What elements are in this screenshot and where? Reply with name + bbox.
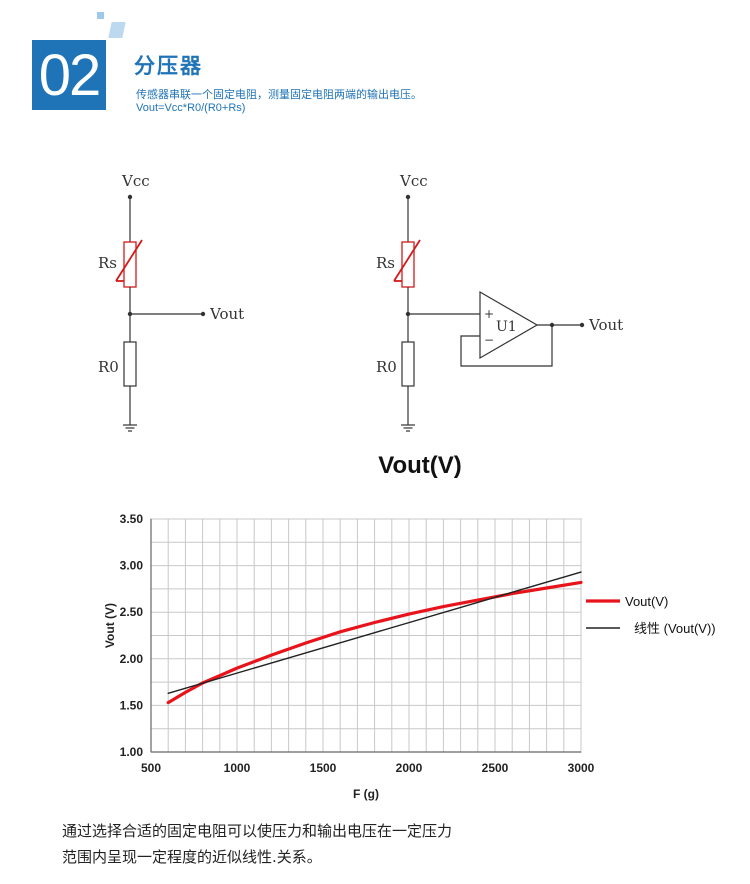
- y-tick-label: 3.50: [120, 512, 144, 526]
- description-paragraph: 通过选择合适的固定电阻可以使压力和输出电压在一定压力 范围内呈现一定程度的近似线…: [62, 818, 702, 870]
- section-title: 分压器: [134, 54, 203, 78]
- formula-text: Vout=Vcc*R0/(R0+Rs): [136, 102, 246, 114]
- op-amp-minus-label: −: [484, 333, 494, 347]
- legend-label: Vout(V): [625, 594, 668, 609]
- section-number-badge: 02: [32, 40, 106, 110]
- rs-variable-slash: [115, 239, 143, 282]
- voltage-divider-circuit: Vcc Rs Vout R0: [98, 172, 244, 432]
- y-axis-label: Vout (V): [103, 603, 117, 648]
- rs-label: Rs: [376, 254, 395, 272]
- ground-symbol: [401, 424, 415, 432]
- op-amp-symbol: [479, 290, 539, 360]
- vcc-label: Vcc: [121, 172, 150, 190]
- x-tick-label: 1000: [224, 761, 251, 775]
- x-tick-label: 500: [141, 761, 161, 775]
- vout-node: [579, 322, 585, 328]
- y-tick-label: 3.00: [120, 559, 144, 573]
- legend-label: 线性 (Vout(V)): [634, 621, 716, 636]
- r0-resistor: [401, 341, 415, 387]
- feedback-wire: [460, 325, 553, 367]
- op-amp-plus-label: +: [484, 307, 494, 321]
- op-amp-buffer-circuit: Vcc Rs + − U1 Vout R0: [376, 172, 623, 432]
- x-axis-label: F (g): [353, 787, 379, 801]
- rs-variable-slash: [393, 239, 421, 282]
- y-tick-label: 1.50: [120, 698, 144, 712]
- y-axis-ticks: 1.00 1.50 2.00 2.50 3.00 3.50: [120, 512, 144, 759]
- r0-label: R0: [376, 358, 397, 376]
- description-line: 通过选择合适的固定电阻可以使压力和输出电压在一定压力: [62, 822, 453, 840]
- y-tick-label: 2.50: [120, 605, 144, 619]
- header-decoration: [108, 22, 126, 38]
- x-tick-label: 2000: [396, 761, 423, 775]
- ground-symbol: [123, 424, 137, 432]
- r0-resistor: [123, 341, 137, 387]
- section-subtitle: 传感器串联一个固定电阻，测量固定电阻两端的输出电压。: [136, 88, 422, 101]
- rs-label: Rs: [98, 254, 117, 272]
- vout-label: Vout: [588, 316, 623, 334]
- x-axis-ticks: 500 1000 1500 2000 2500 3000: [141, 761, 595, 775]
- vout-force-chart: 500 1000 1500 2000 2500 3000 1.00 1.50 2.00 2.50…: [103, 512, 716, 801]
- vcc-label: Vcc: [399, 172, 428, 190]
- x-tick-label: 2500: [482, 761, 509, 775]
- header-decoration: [97, 12, 104, 19]
- vout-label: Vout: [209, 305, 244, 323]
- chart-title: Vout(V): [378, 452, 462, 479]
- description-line: 范围内呈现一定程度的近似线性.关系。: [62, 848, 322, 866]
- y-tick-label: 1.00: [120, 745, 144, 759]
- chart-series: [166, 571, 583, 705]
- x-tick-label: 1500: [310, 761, 337, 775]
- x-tick-label: 3000: [568, 761, 595, 775]
- r0-label: R0: [98, 358, 119, 376]
- vout-node: [200, 311, 206, 317]
- y-tick-label: 2.00: [120, 652, 144, 666]
- chart-legend: Vout(V) 线性 (Vout(V)): [586, 594, 716, 636]
- series-line: [167, 571, 582, 695]
- op-amp-label: U1: [496, 319, 517, 335]
